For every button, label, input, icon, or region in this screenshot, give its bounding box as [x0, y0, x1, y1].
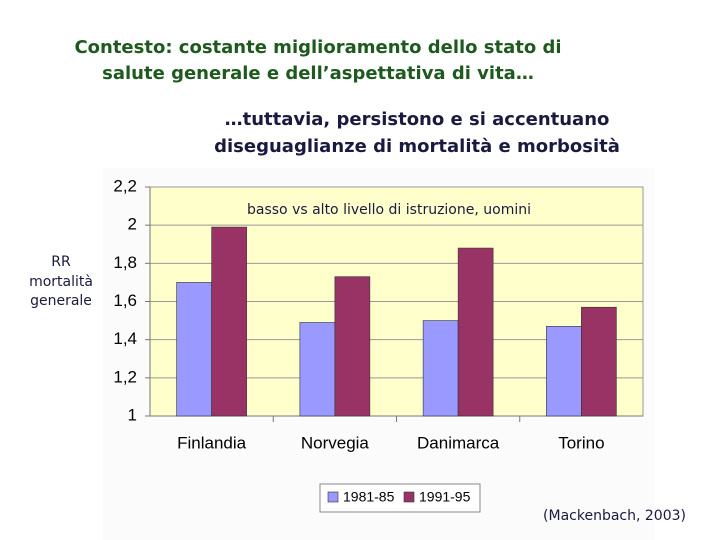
legend-label: 1981-85	[343, 489, 395, 505]
bar	[334, 276, 371, 417]
x-tick-label: Danimarca	[417, 433, 500, 452]
bar	[176, 282, 212, 417]
y-axis-label: generale	[30, 293, 92, 309]
y-tick-label: 1,6	[113, 291, 137, 310]
legend-swatch	[327, 491, 339, 503]
y-tick-label: 1,4	[113, 329, 137, 348]
y-axis-label: RR	[51, 254, 71, 270]
bar	[457, 247, 494, 417]
subtitle-line: …tuttavia, persistono e si accentuano	[225, 109, 610, 130]
y-tick-label: 1,8	[113, 253, 137, 272]
x-tick-label: Torino	[558, 433, 604, 452]
subtitle-line: diseguaglianze di mortalità e morbosità	[214, 136, 620, 157]
bar	[299, 322, 336, 417]
title-line: salute generale e dell’aspettativa di vi…	[102, 63, 534, 84]
bar	[211, 226, 247, 417]
annotation: basso vs alto livello di istruzione, uom…	[247, 202, 531, 218]
y-tick-label: 2	[128, 215, 137, 234]
x-tick-label: Finlandia	[177, 433, 247, 452]
title-line: Contesto: costante miglioramento dello s…	[74, 37, 561, 58]
x-tick-label: Norvegia	[301, 433, 370, 452]
legend-box	[319, 483, 481, 513]
y-tick-label: 1	[128, 405, 137, 424]
legend-swatch	[403, 491, 415, 503]
y-axis-label: mortalità	[29, 274, 93, 290]
y-tick-label: 1,2	[113, 367, 137, 386]
bar	[422, 320, 459, 417]
source: (Mackenbach, 2003)	[543, 508, 686, 524]
y-tick-label: 2,2	[113, 176, 137, 195]
legend-label: 1991-95	[419, 489, 471, 505]
bar	[546, 326, 582, 417]
bar	[581, 306, 617, 417]
